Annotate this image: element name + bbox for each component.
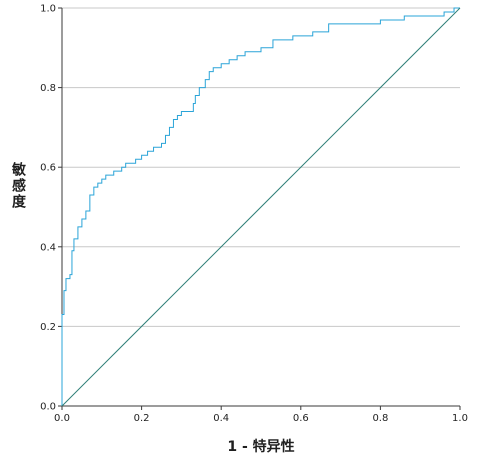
series-layer bbox=[61, 7, 461, 407]
y-tick-label-3: 0.6 bbox=[40, 163, 56, 174]
axis-layer: 0.0 0.2 0.4 0.6 0.8 1.0 0.0 0.2 0.4 0.6 0.8 1.0 bbox=[40, 4, 468, 425]
y-tick-label-4: 0.8 bbox=[40, 83, 56, 94]
x-tick-label-2: 0.4 bbox=[213, 413, 229, 424]
y-tick-label-0: 0.0 bbox=[40, 402, 56, 413]
x-tick-label-0: 0.0 bbox=[54, 413, 70, 424]
y-tick-label-2: 0.4 bbox=[40, 242, 56, 253]
y-tick-label-1: 0.2 bbox=[40, 322, 56, 333]
grid-layer bbox=[62, 7, 460, 327]
x-tick-label-4: 0.8 bbox=[372, 413, 388, 424]
x-tick-label-3: 0.6 bbox=[293, 413, 309, 424]
label-layer: 1 - 特异性 敏感度 bbox=[10, 161, 295, 455]
x-tick-label-1: 0.2 bbox=[134, 413, 150, 424]
roc-curve-line bbox=[61, 7, 460, 406]
reference-diagonal-line bbox=[61, 7, 461, 407]
y-tick-label-5: 1.0 bbox=[40, 4, 56, 15]
x-axis-title: 1 - 特异性 bbox=[227, 438, 294, 455]
y-axis-title: 敏感度 bbox=[10, 161, 27, 210]
x-tick-label-5: 1.0 bbox=[452, 413, 468, 424]
